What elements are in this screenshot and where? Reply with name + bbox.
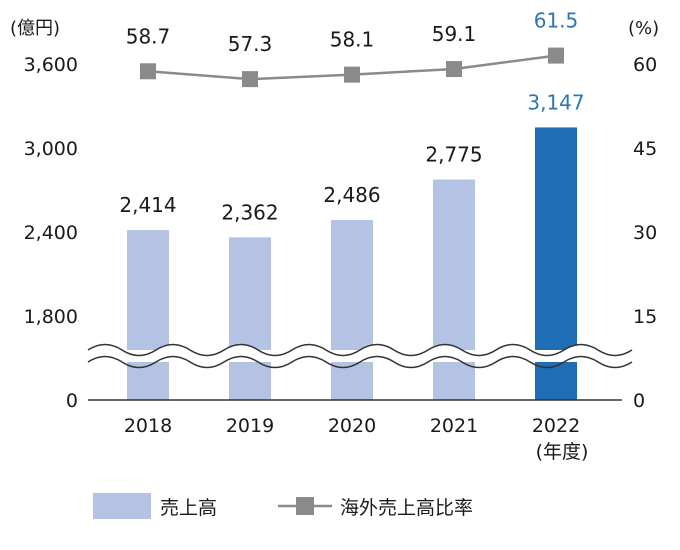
legend-swatch-sales — [93, 493, 151, 519]
y-right-tick-labels: 60 45 30 15 0 — [633, 54, 657, 412]
ratio-point-marker — [446, 61, 462, 78]
axis-break-line-bottom — [87, 355, 633, 369]
y-left-tick-label: 3,000 — [24, 138, 78, 160]
y-left-tick-label: 3,600 — [24, 54, 78, 76]
y-left-unit: (億円) — [10, 18, 60, 39]
x-tick-label: 2018 — [124, 415, 172, 437]
line-value-label: 58.1 — [330, 28, 375, 52]
x-tick-labels: 2018 2019 2020 2021 2022 — [124, 415, 580, 437]
y-left-tick-label: 2,400 — [24, 222, 78, 244]
ratio-point-marker — [548, 47, 564, 64]
y-left-tick-label: 0 — [66, 390, 78, 412]
line-value-labels: 58.7 57.3 58.1 59.1 61.5 — [126, 9, 579, 57]
y-left-tick-labels: 3,600 3,000 2,400 1,800 0 — [24, 54, 78, 412]
y-right-tick-label: 0 — [633, 390, 645, 412]
legend-label-sales: 売上高 — [160, 497, 217, 519]
axis-break-gap — [88, 350, 622, 362]
line-value-label: 57.3 — [228, 32, 273, 56]
x-tick-label: 2020 — [328, 415, 376, 437]
bar-value-labels: 2,414 2,362 2,486 2,775 3,147 — [119, 90, 584, 224]
y-right-tick-label: 45 — [633, 138, 657, 160]
line-value-label: 58.7 — [126, 24, 171, 48]
bar-value-label: 2,775 — [425, 143, 482, 167]
bar-value-label: 2,414 — [119, 193, 176, 217]
y-right-tick-label: 15 — [633, 306, 657, 328]
axis-break-wave — [87, 343, 633, 369]
sales-bar — [331, 219, 373, 400]
bar-value-label: 3,147 — [527, 90, 584, 114]
ratio-point-marker — [140, 63, 156, 80]
line-value-label: 61.5 — [534, 9, 579, 33]
x-tick-label: 2019 — [226, 415, 274, 437]
axis-break-line-top — [87, 343, 633, 357]
legend-marker-ratio — [296, 497, 314, 515]
y-right-tick-label: 60 — [633, 54, 657, 76]
bar-value-label: 2,362 — [221, 200, 278, 224]
overseas-ratio-line — [140, 47, 564, 88]
legend-label-ratio: 海外売上高比率 — [340, 497, 473, 519]
line-value-label: 59.1 — [432, 22, 477, 46]
legend: 売上高 海外売上高比率 — [93, 493, 473, 519]
ratio-point-marker — [242, 71, 258, 88]
y-left-tick-label: 1,800 — [24, 306, 78, 328]
sales-bar — [127, 230, 169, 400]
sales-bar — [433, 179, 475, 400]
x-tick-label: 2022 — [532, 415, 580, 437]
bar-value-label: 2,486 — [323, 183, 380, 207]
x-tick-label: 2021 — [430, 415, 478, 437]
sales-bar — [229, 237, 271, 400]
y-right-unit: (%) — [628, 18, 659, 39]
x-unit-label: (年度) — [536, 441, 589, 463]
y-right-tick-label: 30 — [633, 222, 657, 244]
ratio-point-marker — [344, 66, 360, 83]
